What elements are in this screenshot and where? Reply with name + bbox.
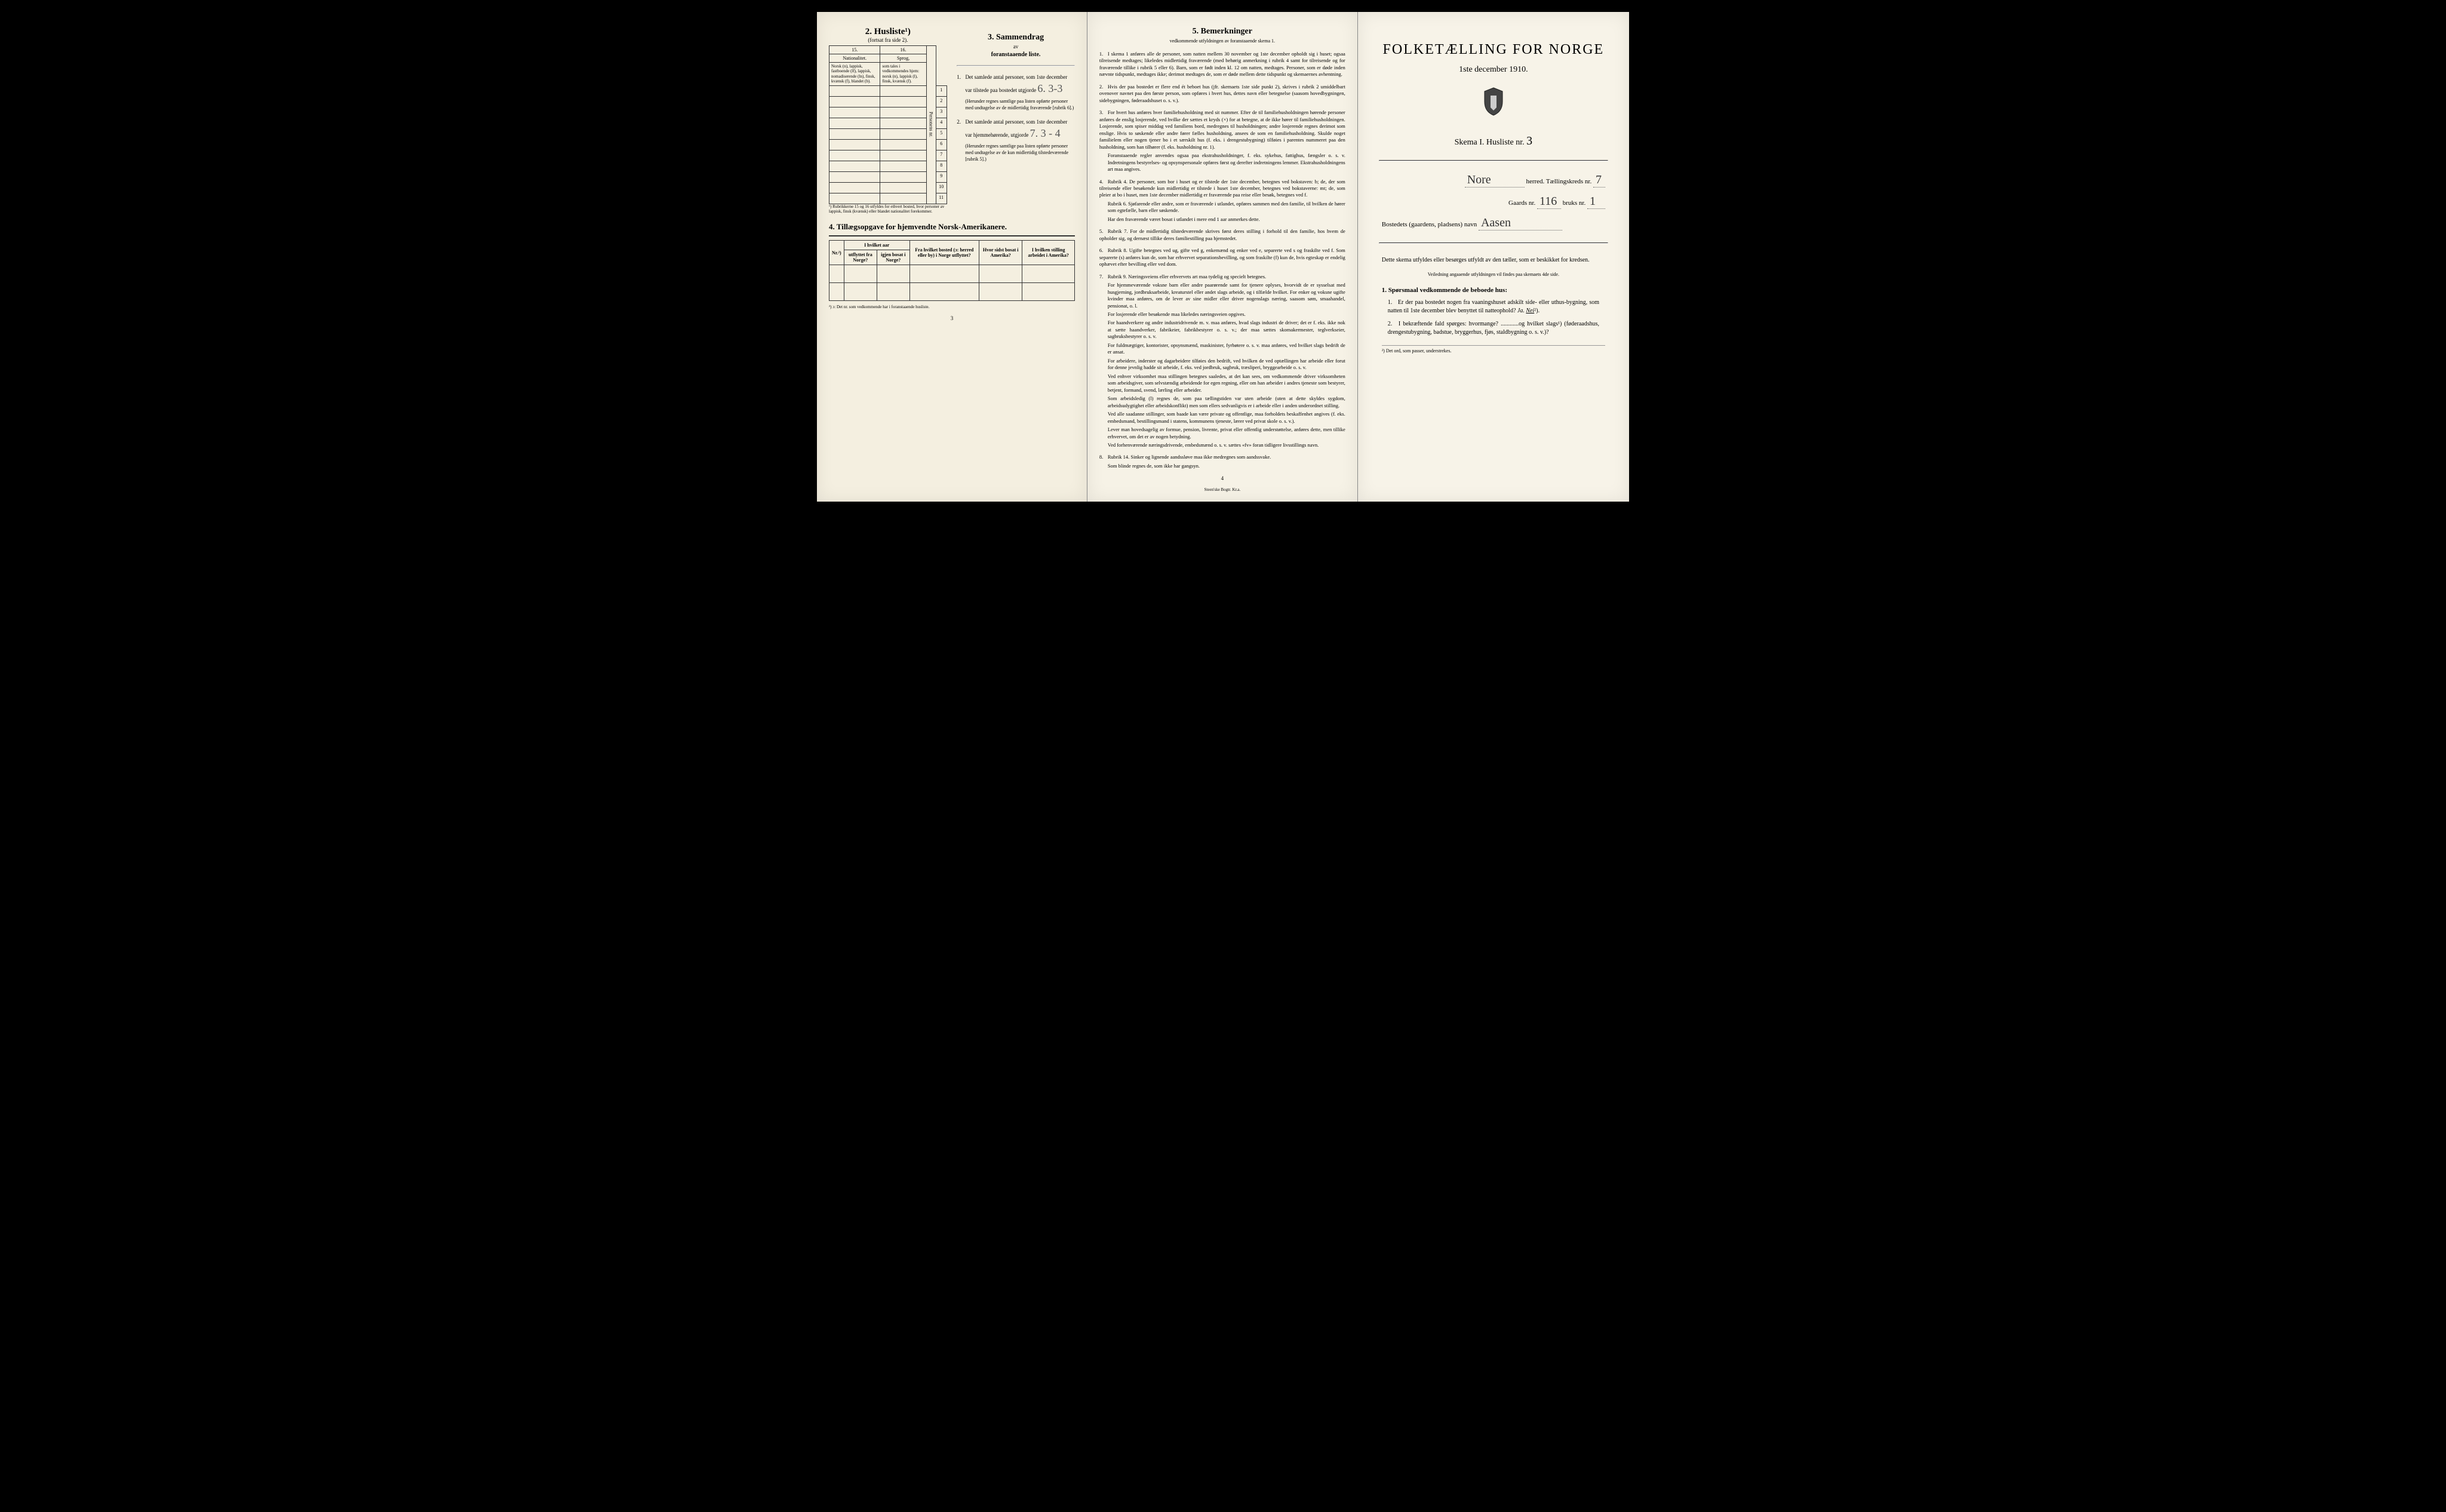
husliste-header: 2. Husliste¹) (fortsat fra side 2). [829, 27, 947, 43]
row-num: 5 [936, 128, 947, 139]
row-num: 3 [936, 107, 947, 118]
section4-table: Nr.²) I hvilket aar Fra hvilket bosted (… [829, 240, 1075, 301]
s3-item2-paren: (Herunder regnes samtlige paa listen opf… [965, 143, 1075, 163]
q1-ja: Ja. [1517, 308, 1525, 314]
q2-text: I bekræftende fald spørges: hvormange? .… [1388, 321, 1599, 336]
husliste-subtitle: (fortsat fra side 2). [829, 37, 947, 43]
q1-text: Er der paa bostedet nogen fra vaaningshu… [1388, 299, 1599, 314]
gaards-line: Gaards nr. 116 bruks nr. 1 [1382, 195, 1605, 209]
question-title: 1. Spørsmaal vedkommende de beboede hus: [1382, 287, 1605, 294]
herred-value: Nore [1467, 173, 1491, 186]
page-middle: 5. Bemerkninger vedkommende utfyldningen… [1087, 12, 1358, 502]
row-num: 1 [936, 85, 947, 96]
section3-sub: foranstaaende liste. [957, 51, 1075, 58]
bemerkninger-list: 1.I skema 1 anføres alle de personer, so… [1099, 51, 1345, 469]
s4-h2b2: igjen bosat i Norge? [877, 250, 910, 265]
gaards-label: Gaards nr. [1508, 199, 1535, 207]
skema-line: Skema I. Husliste nr. 3 [1370, 134, 1617, 148]
kreds-value: 7 [1596, 173, 1602, 186]
s3-item2-value: 7. 3 - 4 [1030, 127, 1061, 139]
question-1: 1. Er der paa bostedet nogen fra vaaning… [1388, 299, 1599, 315]
col-15-num: 15. [829, 46, 880, 54]
bruks-value: 1 [1590, 195, 1596, 208]
imprint: Steen'ske Bogtr. Kr.a. [1099, 487, 1345, 492]
bemerkning-item: 3.For hvert hus anføres hver familiehush… [1099, 109, 1345, 173]
bemerkninger-title: 5. Bemerkninger [1099, 27, 1345, 36]
page-right: FOLKETÆLLING FOR NORGE 1ste december 191… [1358, 12, 1629, 502]
s3-item1-num: 1. [957, 73, 964, 81]
gaards-value: 116 [1539, 195, 1557, 208]
bemerkning-item: 7.Rubrik 9. Næringsveiens eller erhverve… [1099, 273, 1345, 449]
footnote4: ²) ɔ: Det nr. som vedkommende har i fora… [829, 305, 1075, 309]
col-16-num: 16. [880, 46, 926, 54]
census-date: 1ste december 1910. [1370, 65, 1617, 75]
s3-item1-paren: (Herunder regnes samtlige paa listen opf… [965, 98, 1075, 111]
husliste-title: 2. Husliste¹) [829, 27, 947, 37]
s3-item-1: 1. Det samlede antal personer, som 1ste … [957, 73, 1075, 111]
husliste-nr-value: 3 [1526, 134, 1532, 147]
s3-item1-line: var tilstede paa bostedet utgjorde [965, 87, 1036, 93]
person-nr-label: Personens nr. [926, 46, 936, 204]
row-num: 11 [936, 193, 947, 204]
bemerkning-item: 2.Hvis der paa bostedet er flere end ét … [1099, 84, 1345, 104]
instruction-small: Veiledning angaaende utfyldningen vil fi… [1382, 272, 1605, 277]
bosted-label: Bostedets (gaardens, pladsens) navn [1382, 221, 1477, 228]
s4-h2b1: utflyttet fra Norge? [844, 250, 877, 265]
row-num: 9 [936, 171, 947, 182]
bemerkning-item: 4.Rubrik 4. De personer, som bor i huset… [1099, 179, 1345, 223]
bemerkning-item: 8.Rubrik 14. Sinker og lignende aandsslø… [1099, 454, 1345, 469]
page-number-3: 3 [829, 315, 1075, 321]
document-spread: 2. Husliste¹) (fortsat fra side 2). 15. … [817, 12, 1629, 502]
col-15-label: Nationalitet. [829, 54, 880, 63]
s4-h1: Nr.²) [829, 241, 844, 265]
q1-num: 1. [1388, 299, 1396, 307]
herred-label: herred. Tællingskreds nr. [1526, 178, 1591, 185]
col-16-desc: som tales i vedkommendes hjem: norsk (n)… [880, 63, 926, 86]
q1-nei: Nei [1526, 308, 1534, 314]
bemerkning-item: 1.I skema 1 anføres alle de personer, so… [1099, 51, 1345, 78]
q1-sup: ²). [1534, 308, 1539, 314]
s3-item2-num: 2. [957, 118, 964, 126]
row-num: 7 [936, 150, 947, 161]
bemerkning-item: 6.Rubrik 8. Ugifte betegnes ved ug, gift… [1099, 247, 1345, 268]
section-3-sammendrag: 3. Sammendrag av foranstaaende liste. 1.… [957, 33, 1075, 170]
nationality-table: 15. 16. Personens nr. Nationalitet. Spro… [829, 45, 947, 204]
footnote-p3: ²) Det ord, som passer, understrekes. [1382, 345, 1605, 354]
row-num: 6 [936, 139, 947, 150]
bosted-line: Bostedets (gaardens, pladsens) navn Aase… [1382, 216, 1605, 231]
bemerkning-item: 5.Rubrik 7. For de midlertidig tilstedev… [1099, 228, 1345, 242]
census-title: FOLKETÆLLING FOR NORGE [1370, 42, 1617, 58]
herred-line: Nore herred. Tællingskreds nr. 7 [1382, 173, 1605, 188]
s3-item-2: 2. Det samlede antal personer, som 1ste … [957, 118, 1075, 162]
page-number-4: 4 [1099, 475, 1345, 481]
question-2: 2. I bekræftende fald spørges: hvormange… [1388, 320, 1599, 337]
s4-h3: Fra hvilket bosted (ɔ: herred eller by) … [909, 241, 979, 265]
coat-of-arms-icon [1370, 87, 1617, 119]
s3-item1-text: Det samlede antal personer, som 1ste dec… [965, 74, 1067, 80]
instruction-para: Dette skema utfyldes eller besørges utfy… [1382, 256, 1605, 265]
bemerkninger-sub: vedkommende utfyldningen av foranstaaend… [1099, 38, 1345, 44]
page-left: 2. Husliste¹) (fortsat fra side 2). 15. … [817, 12, 1087, 502]
s3-item1-value: 6. 3-3 [1037, 82, 1062, 94]
q2-num: 2. [1388, 320, 1396, 328]
s4-h5: I hvilken stilling arbeidet i Amerika? [1022, 241, 1074, 265]
section3-title: 3. Sammendrag [957, 33, 1075, 42]
col-15-desc: Norsk (n), lappisk, fastboende (lf), lap… [829, 63, 880, 86]
col-16-label: Sprog, [880, 54, 926, 63]
bosted-value: Aasen [1481, 216, 1511, 229]
row-num: 4 [936, 118, 947, 128]
section3-av: av [957, 44, 1075, 50]
skema-label: Skema I. Husliste nr. [1455, 138, 1525, 147]
footnote-rubrik: ¹) Rubrikkerne 15 og 16 utfyldes for eth… [829, 204, 947, 214]
row-num: 2 [936, 96, 947, 107]
s4-h4: Hvor sidst bosat i Amerika? [979, 241, 1022, 265]
section4-title: 4. Tillægsopgave for hjemvendte Norsk-Am… [829, 222, 1075, 232]
s3-item2-text: Det samlede antal personer, som 1ste dec… [965, 119, 1067, 125]
s4-h2a: I hvilket aar [844, 241, 909, 250]
row-num: 8 [936, 161, 947, 171]
s3-item2-line: var hjemmehørende, utgjorde [965, 132, 1028, 138]
bruks-label: bruks nr. [1563, 199, 1586, 207]
row-num: 10 [936, 182, 947, 193]
